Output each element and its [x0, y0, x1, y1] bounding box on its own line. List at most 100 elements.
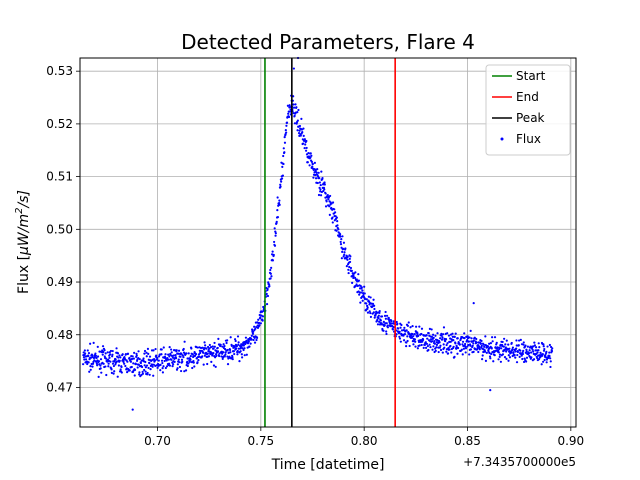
flux-point — [395, 320, 398, 324]
flux-point — [441, 338, 444, 341]
flux-point — [120, 371, 123, 374]
flux-point — [92, 341, 95, 344]
flux-point — [137, 350, 140, 353]
flux-point — [293, 114, 296, 117]
flux-point — [542, 349, 546, 352]
flux-point — [86, 362, 89, 366]
flux-point — [441, 351, 444, 354]
flux-point — [310, 160, 314, 164]
flux-point — [526, 345, 529, 348]
flux-point — [433, 342, 436, 345]
flux-point — [515, 347, 518, 350]
flux-point — [384, 310, 387, 314]
flux-point — [273, 244, 277, 247]
flux-point — [181, 360, 184, 363]
flux-point — [171, 365, 174, 368]
flux-point — [357, 279, 360, 282]
flux-point — [283, 141, 287, 144]
vertical-markers — [264, 58, 396, 427]
flux-point — [279, 183, 282, 186]
flux-point — [416, 347, 419, 350]
flux-point — [405, 345, 408, 348]
chart-title: Detected Parameters, Flare 4 — [181, 30, 475, 54]
flux-point — [475, 341, 478, 344]
flux-point — [126, 371, 129, 374]
flux-point — [430, 335, 434, 338]
flux-point — [482, 343, 485, 346]
flux-point — [226, 348, 229, 352]
flux-point — [172, 363, 175, 366]
flux-point — [456, 346, 460, 350]
y-axis-label-prefix: Flux [ — [16, 255, 32, 294]
flux-point — [303, 146, 306, 150]
flux-point — [386, 324, 389, 327]
flux-point — [516, 353, 519, 357]
flux-point — [527, 352, 531, 355]
flux-point — [197, 359, 200, 362]
flux-point — [247, 340, 250, 343]
flux-point — [432, 333, 435, 336]
flux-point — [505, 339, 508, 342]
flux-point — [346, 255, 349, 258]
flux-point — [131, 357, 134, 360]
flux-point — [410, 334, 413, 337]
flux-point — [368, 310, 371, 313]
flux-point — [105, 373, 108, 377]
flux-point — [296, 129, 299, 132]
flux-point — [365, 302, 368, 305]
flux-point — [536, 356, 539, 360]
flux-point — [216, 350, 220, 353]
flux-point — [187, 362, 190, 365]
flux-point — [238, 360, 241, 363]
flux-point — [178, 365, 182, 369]
flux-point — [450, 351, 453, 354]
flux-point — [254, 327, 257, 330]
flux-point — [239, 350, 242, 353]
flux-point — [498, 355, 501, 358]
flux-point — [328, 213, 331, 216]
flux-point — [478, 348, 481, 351]
flux-point — [324, 205, 328, 208]
flux-point — [543, 347, 546, 351]
flux-point — [95, 356, 98, 360]
flux-point — [168, 346, 171, 349]
flux-point — [114, 363, 117, 366]
flux-point — [545, 361, 548, 364]
flux-point — [224, 351, 227, 354]
flux-point — [363, 292, 366, 295]
flux-point — [466, 335, 469, 338]
flux-point — [549, 365, 552, 369]
flux-point — [515, 339, 518, 342]
flux-point — [446, 352, 450, 355]
flux-point — [202, 351, 205, 354]
flux-point — [219, 343, 222, 346]
flux-point — [337, 228, 340, 231]
flux-point — [213, 345, 216, 348]
flux-point — [278, 199, 281, 202]
flux-point — [422, 338, 425, 342]
flux-point — [155, 358, 159, 361]
flux-point — [469, 329, 472, 332]
flux-point — [335, 216, 338, 219]
flux-point — [128, 356, 131, 360]
flux-point — [525, 350, 528, 353]
flux-point — [342, 247, 345, 251]
flux-point — [409, 326, 412, 329]
flux-point — [259, 322, 262, 325]
flux-point — [358, 293, 361, 296]
flux-point — [87, 352, 91, 355]
flux-point — [208, 343, 211, 347]
flux-point — [233, 352, 236, 356]
flux-point — [116, 352, 120, 355]
flux-point — [505, 350, 508, 353]
flux-point — [448, 348, 451, 351]
flux-point — [349, 255, 352, 258]
flux-point — [451, 332, 454, 335]
flux-point — [481, 354, 484, 357]
flux-point — [420, 343, 423, 347]
flux-point — [440, 334, 443, 337]
flux-point — [235, 347, 238, 350]
flux-point — [540, 363, 543, 366]
flux-point — [327, 198, 330, 201]
flux-point — [281, 174, 284, 177]
